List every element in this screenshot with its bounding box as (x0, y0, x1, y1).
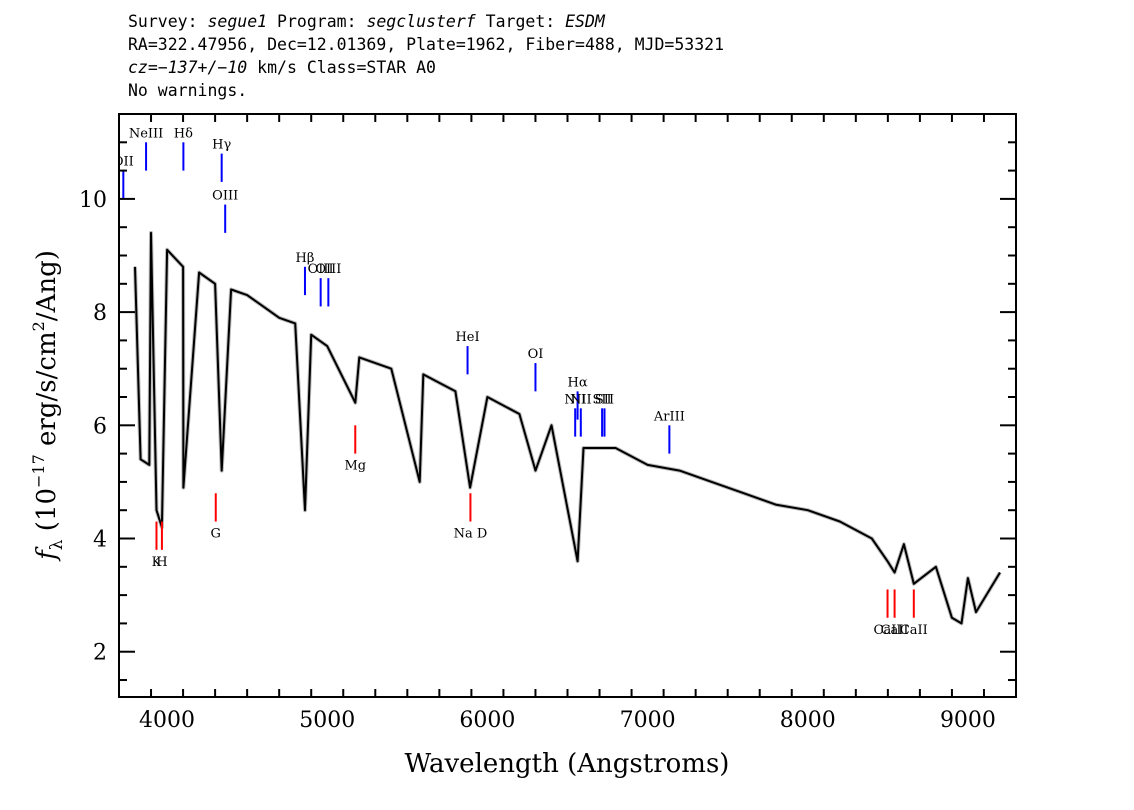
y-tick-label: 10 (79, 188, 107, 213)
emission-line-label: NeIII (129, 126, 163, 141)
error-spectrum-line (133, 230, 1002, 626)
flux-spectrum-line (134, 231, 1001, 625)
program-label: Program: (267, 12, 367, 31)
header-line-warnings: No warnings. (128, 81, 248, 100)
header-line-redshift: cz=−137+/−10 km/s Class=STAR A0 (128, 56, 724, 79)
survey-label: Survey: (128, 12, 208, 31)
emission-line-label: SII (595, 392, 614, 407)
y-tick-label: 6 (93, 414, 107, 439)
x-tick-label: 8000 (780, 708, 836, 733)
survey-value: segue1 (207, 12, 268, 31)
x-tick-label: 5000 (299, 708, 355, 733)
emission-line-label: OI (528, 347, 544, 362)
y-label-close: /Ang) (32, 250, 62, 321)
x-tick-label: 4000 (139, 708, 195, 733)
y-label-exp2: 2 (29, 321, 48, 331)
emission-line-label: HeI (455, 330, 479, 345)
absorption-line-label: CaII (881, 623, 909, 638)
y-tick-label: 4 (93, 528, 107, 553)
absorption-line-label: CaII (874, 623, 902, 638)
x-tick-label: 9000 (940, 708, 996, 733)
cz-label: cz (128, 58, 148, 77)
cz-value: −137+/−10 (157, 58, 248, 77)
absorption-line-label: Na D (454, 527, 488, 542)
emission-line-label: OIII (308, 262, 334, 277)
x-tick-label: 6000 (459, 708, 515, 733)
target-label: Target: (475, 12, 566, 31)
axis-ticks-layer: 4000 5000 6000 7000 8000 9000 2 4 6 8 10 (79, 113, 1017, 733)
spectrum-header: Survey: segue1 Program: segclusterf Targ… (128, 10, 724, 102)
target-value: ESDM (565, 12, 605, 31)
emission-line-label: NII (564, 392, 586, 407)
y-label-exp: −17 (29, 454, 48, 488)
absorption-line-label: K (152, 555, 162, 570)
header-line-coords: RA=322.47956, Dec=12.01369, Plate=1962, … (128, 35, 725, 54)
y-axis-label: fλ (10−17 erg/s/cm2/Ang) (29, 250, 67, 562)
absorption-line-label: G (211, 527, 221, 542)
emission-line-label: Hα (568, 375, 588, 390)
y-tick-label: 2 (93, 641, 107, 666)
absorption-line-label: Mg (344, 459, 366, 474)
header-line-survey: Survey: segue1 Program: segclusterf Targ… (128, 10, 724, 33)
emission-line-label: SII (593, 392, 612, 407)
program-value: segclusterf (366, 12, 476, 31)
emission-line-label: ArIII (653, 409, 685, 424)
emission-line-label: Hγ (212, 138, 231, 153)
class-value: km/s Class=STAR A0 (247, 58, 436, 77)
emission-line-label: OII (113, 155, 134, 170)
emission-line-label: OIII (212, 189, 238, 204)
emission-line-label: Hδ (174, 126, 193, 141)
y-label-lambda: λ (47, 539, 67, 550)
y-label-mid: erg/s/cm (32, 331, 62, 454)
y-tick-label: 8 (93, 301, 107, 326)
x-tick-label: 7000 (620, 708, 676, 733)
absorption-line-label: H (156, 555, 167, 570)
emission-line-label: OIII (315, 262, 341, 277)
series-layer (133, 230, 1002, 626)
y-label-open: (10 (32, 488, 62, 540)
cz-equals: = (147, 58, 158, 77)
absorption-line-label: CaII (900, 623, 928, 638)
emission-line-label: NII (570, 392, 592, 407)
x-axis-label: Wavelength (Angstroms) (405, 749, 730, 779)
emission-line-label: Hβ (296, 251, 315, 266)
